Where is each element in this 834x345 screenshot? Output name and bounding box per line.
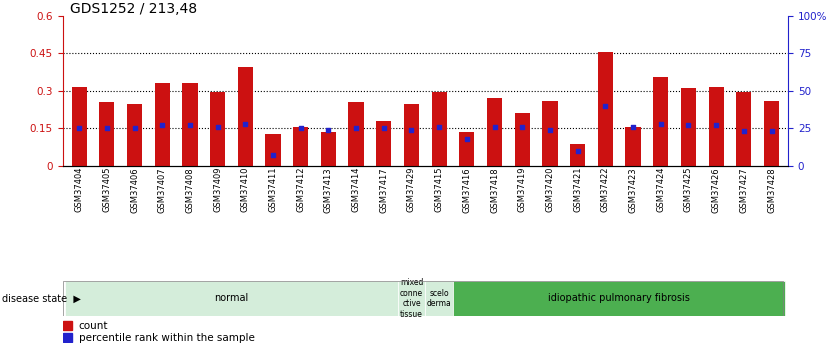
Point (626, 124, 640, 129)
Bar (321, 132, 336, 166)
Bar (764, 101, 779, 166)
Point (377, 125, 390, 131)
Bar (626, 127, 641, 166)
Bar (210, 92, 225, 166)
Point (183, 122, 197, 128)
Bar (598, 52, 613, 166)
Point (128, 125, 141, 131)
Point (433, 124, 446, 129)
Text: count: count (78, 321, 108, 331)
Point (599, 103, 612, 108)
Point (239, 121, 252, 126)
Bar (293, 127, 309, 166)
Bar (736, 92, 751, 166)
Bar (515, 113, 530, 166)
Point (681, 122, 695, 128)
Bar (349, 102, 364, 166)
Text: GDS1252 / 213,48: GDS1252 / 213,48 (70, 2, 197, 16)
Bar (65, 281, 398, 316)
Point (571, 148, 585, 153)
Bar (154, 83, 170, 166)
Bar (404, 104, 420, 166)
Bar (63, 321, 72, 330)
Point (156, 122, 169, 128)
Text: percentile rank within the sample: percentile rank within the sample (78, 333, 254, 343)
Point (404, 127, 418, 132)
Bar (127, 104, 142, 166)
Bar (183, 83, 198, 166)
Point (737, 128, 751, 134)
Point (211, 124, 224, 129)
Point (710, 122, 723, 128)
Point (654, 121, 667, 126)
Bar (398, 281, 425, 316)
Point (515, 124, 529, 129)
Bar (376, 121, 391, 166)
Point (349, 125, 363, 131)
Bar (63, 333, 72, 342)
Text: disease state  ▶: disease state ▶ (2, 294, 81, 303)
Text: idiopathic pulmonary fibrosis: idiopathic pulmonary fibrosis (548, 294, 690, 303)
Bar (265, 134, 280, 166)
Point (73, 125, 86, 131)
Point (543, 127, 556, 132)
Point (488, 124, 501, 129)
Bar (425, 281, 453, 316)
Bar (570, 144, 585, 166)
Point (765, 128, 778, 134)
Point (322, 127, 335, 132)
Point (294, 125, 308, 131)
Bar (709, 87, 724, 166)
Text: mixed
conne
ctive
tissue: mixed conne ctive tissue (399, 278, 423, 318)
Point (266, 152, 279, 158)
Bar (681, 88, 696, 166)
Bar (487, 98, 502, 166)
Bar (542, 101, 558, 166)
Text: normal: normal (214, 294, 249, 303)
Text: scelo
derma: scelo derma (427, 289, 451, 308)
Bar (653, 77, 668, 166)
Bar (453, 281, 786, 316)
Point (460, 136, 474, 141)
Bar (72, 87, 87, 166)
Point (100, 125, 113, 131)
Bar (238, 67, 253, 166)
Bar (99, 102, 114, 166)
Bar (431, 92, 447, 166)
Bar (460, 132, 475, 166)
